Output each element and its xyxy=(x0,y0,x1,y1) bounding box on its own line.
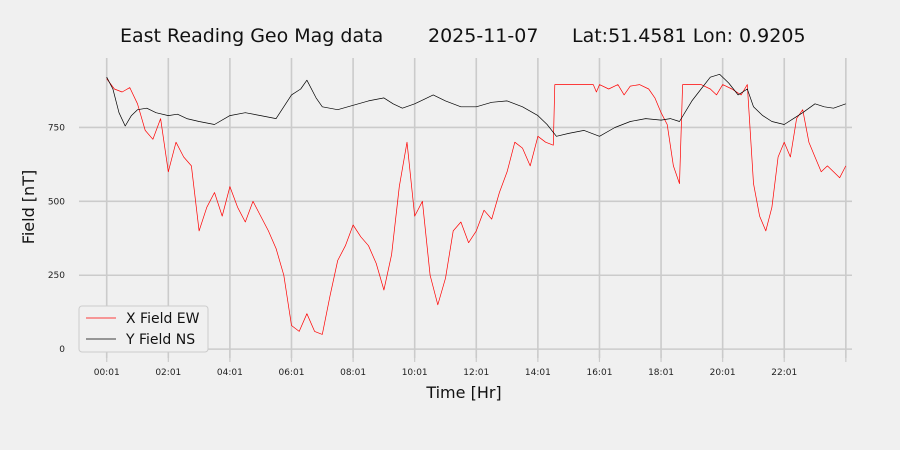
x-tick-label: 22:01 xyxy=(771,368,797,378)
x-tick-label: 08:01 xyxy=(340,368,366,378)
x-tick-label: 06:01 xyxy=(279,368,305,378)
legend-label-x-field: X Field EW xyxy=(126,311,200,327)
x-tick-labels: 00:01 02:01 04:01 06:01 08:01 10:01 12:01 14:01… xyxy=(94,368,797,378)
y-tick-label: 0 xyxy=(59,345,65,355)
chart-title-date: 2025-11-07 xyxy=(428,25,538,47)
chart-title-location: Lat:51.4581 Lon: 0.9205 xyxy=(572,25,806,47)
x-tick-label: 18:01 xyxy=(648,368,674,378)
y-tick-label: 250 xyxy=(48,271,65,281)
y-tick-labels: 0 250 500 750 xyxy=(48,123,65,355)
x-tick-label: 04:01 xyxy=(217,368,243,378)
series-line-y-field-ns xyxy=(106,73,846,137)
x-tick-label: 00:01 xyxy=(94,368,120,378)
x-tick-label: 16:01 xyxy=(586,368,612,378)
x-axis-label: Time [Hr] xyxy=(425,383,501,402)
legend-label-y-field: Y Field NS xyxy=(125,332,195,348)
x-tick-label: 12:01 xyxy=(463,368,489,378)
x-tick-label: 10:01 xyxy=(402,368,428,378)
y-axis-label: Field [nT] xyxy=(19,170,38,244)
x-tick-label: 02:01 xyxy=(155,368,181,378)
legend: X Field EW Y Field NS xyxy=(78,305,209,353)
y-tick-label: 500 xyxy=(48,197,65,207)
y-tick-label: 750 xyxy=(48,123,65,133)
series-lines xyxy=(106,73,847,335)
x-tick-label: 14:01 xyxy=(525,368,551,378)
legend-box xyxy=(78,305,209,353)
chart-title-name: East Reading Geo Mag data xyxy=(120,25,383,47)
x-tick-label: 20:01 xyxy=(710,368,736,378)
